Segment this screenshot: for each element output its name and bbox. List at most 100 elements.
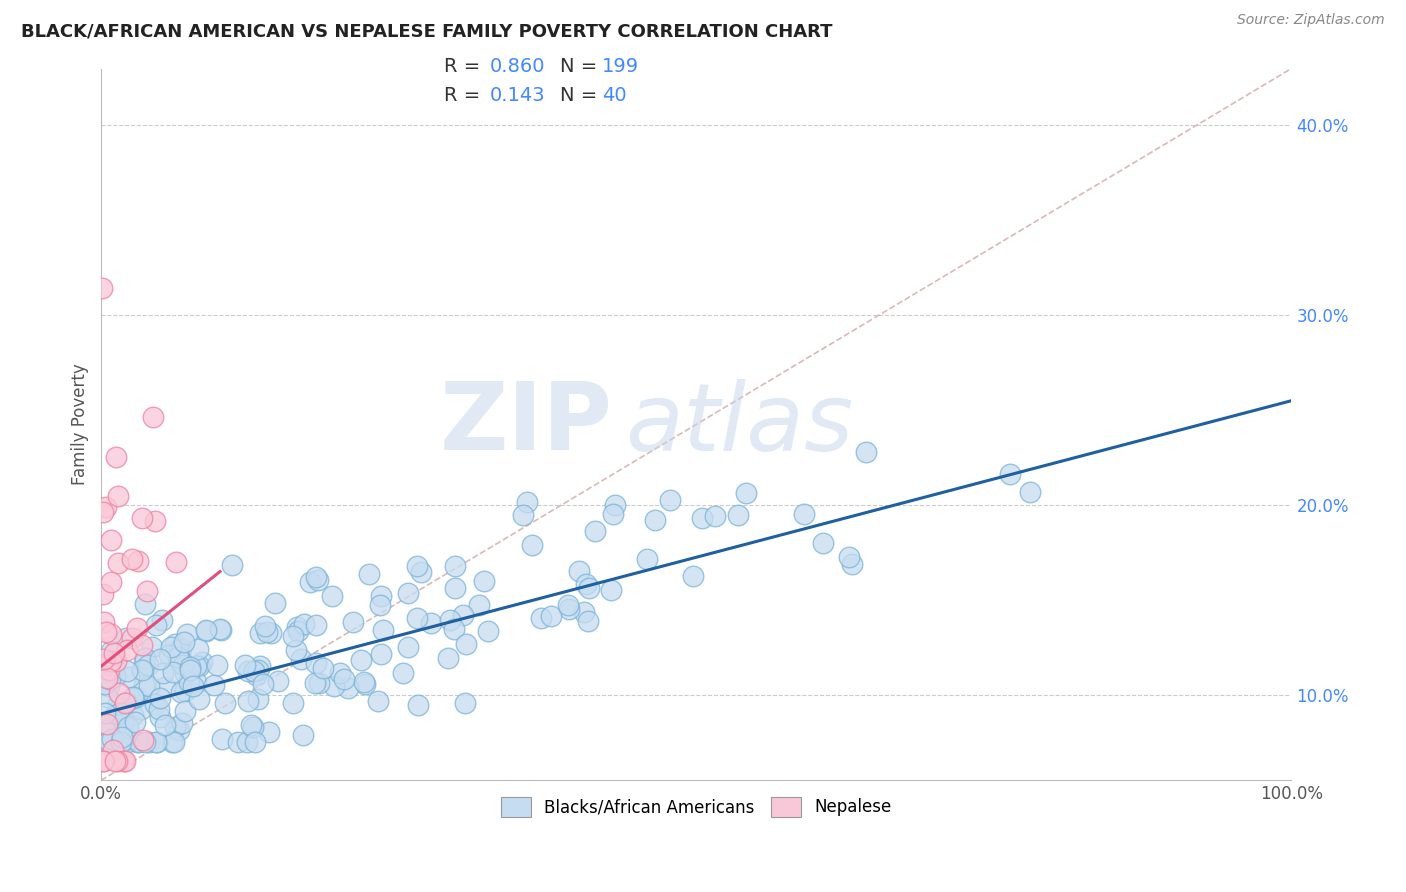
Point — [101, 743, 124, 757]
Point — [104, 668, 127, 682]
Point — [138, 680, 160, 694]
Point — [735, 486, 758, 500]
Point — [167, 723, 190, 737]
Point — [575, 576, 598, 591]
Point — [160, 735, 183, 749]
Point — [112, 715, 135, 730]
Point — [354, 677, 377, 691]
Point — [682, 569, 704, 583]
Point — [127, 735, 149, 749]
Point — [409, 565, 432, 579]
Legend: Blacks/African Americans, Nepalese: Blacks/African Americans, Nepalese — [492, 789, 900, 825]
Point — [167, 642, 190, 657]
Point — [104, 450, 127, 464]
Point — [373, 623, 395, 637]
Point — [118, 670, 141, 684]
Point — [285, 620, 308, 634]
Point — [98, 663, 121, 677]
Point — [703, 508, 725, 523]
Point — [117, 643, 139, 657]
Point — [605, 498, 627, 512]
Point — [179, 660, 201, 674]
Point — [172, 658, 194, 673]
Point — [181, 679, 204, 693]
Point — [540, 608, 562, 623]
Point — [205, 658, 228, 673]
Point — [149, 691, 172, 706]
Point — [176, 627, 198, 641]
Point — [190, 655, 212, 669]
Point — [342, 615, 364, 629]
Point — [122, 708, 145, 723]
Point — [727, 508, 749, 523]
Point — [179, 675, 201, 690]
Point — [396, 586, 419, 600]
Point — [443, 558, 465, 573]
Point — [337, 681, 360, 695]
Point — [103, 754, 125, 768]
Point — [136, 584, 159, 599]
Point — [202, 678, 225, 692]
Point — [367, 694, 389, 708]
Point — [259, 625, 281, 640]
Point — [131, 663, 153, 677]
Point — [572, 605, 595, 619]
Point — [97, 735, 120, 749]
Point — [112, 754, 135, 768]
Point — [91, 754, 114, 768]
Text: ZIP: ZIP — [440, 378, 613, 470]
Point — [1018, 484, 1040, 499]
Point — [100, 664, 122, 678]
Point — [93, 652, 115, 666]
Point — [307, 573, 329, 587]
Point — [107, 706, 129, 721]
Point — [94, 500, 117, 515]
Point — [396, 640, 419, 655]
Point — [97, 679, 120, 693]
Point — [111, 730, 134, 744]
Point — [454, 696, 477, 710]
Point — [249, 658, 271, 673]
Point — [152, 613, 174, 627]
Point — [211, 732, 233, 747]
Point — [100, 654, 122, 668]
Point — [419, 616, 441, 631]
Point — [841, 557, 863, 571]
Y-axis label: Family Poverty: Family Poverty — [72, 364, 89, 485]
Point — [105, 754, 128, 768]
Point — [100, 644, 122, 658]
Point — [283, 697, 305, 711]
Point — [134, 656, 156, 670]
Point — [304, 676, 326, 690]
Point — [108, 686, 131, 700]
Point — [94, 735, 117, 749]
Point — [186, 659, 208, 673]
Point — [134, 597, 156, 611]
Point — [104, 708, 127, 723]
Point — [131, 511, 153, 525]
Point — [392, 666, 415, 681]
Point — [512, 508, 534, 522]
Point — [149, 652, 172, 666]
Point — [121, 690, 143, 704]
Text: 40: 40 — [602, 86, 627, 105]
Point — [602, 508, 624, 522]
Point — [103, 646, 125, 660]
Point — [145, 618, 167, 632]
Point — [96, 672, 118, 686]
Point — [143, 698, 166, 712]
Point — [357, 567, 380, 582]
Point — [173, 634, 195, 648]
Point — [236, 665, 259, 679]
Point — [117, 720, 139, 734]
Text: N =: N = — [560, 57, 603, 77]
Point — [322, 680, 344, 694]
Point — [195, 624, 218, 638]
Point — [160, 640, 183, 654]
Point — [305, 656, 328, 670]
Point — [174, 666, 197, 681]
Point — [138, 735, 160, 749]
Point — [530, 610, 553, 624]
Point — [194, 623, 217, 637]
Point — [305, 618, 328, 632]
